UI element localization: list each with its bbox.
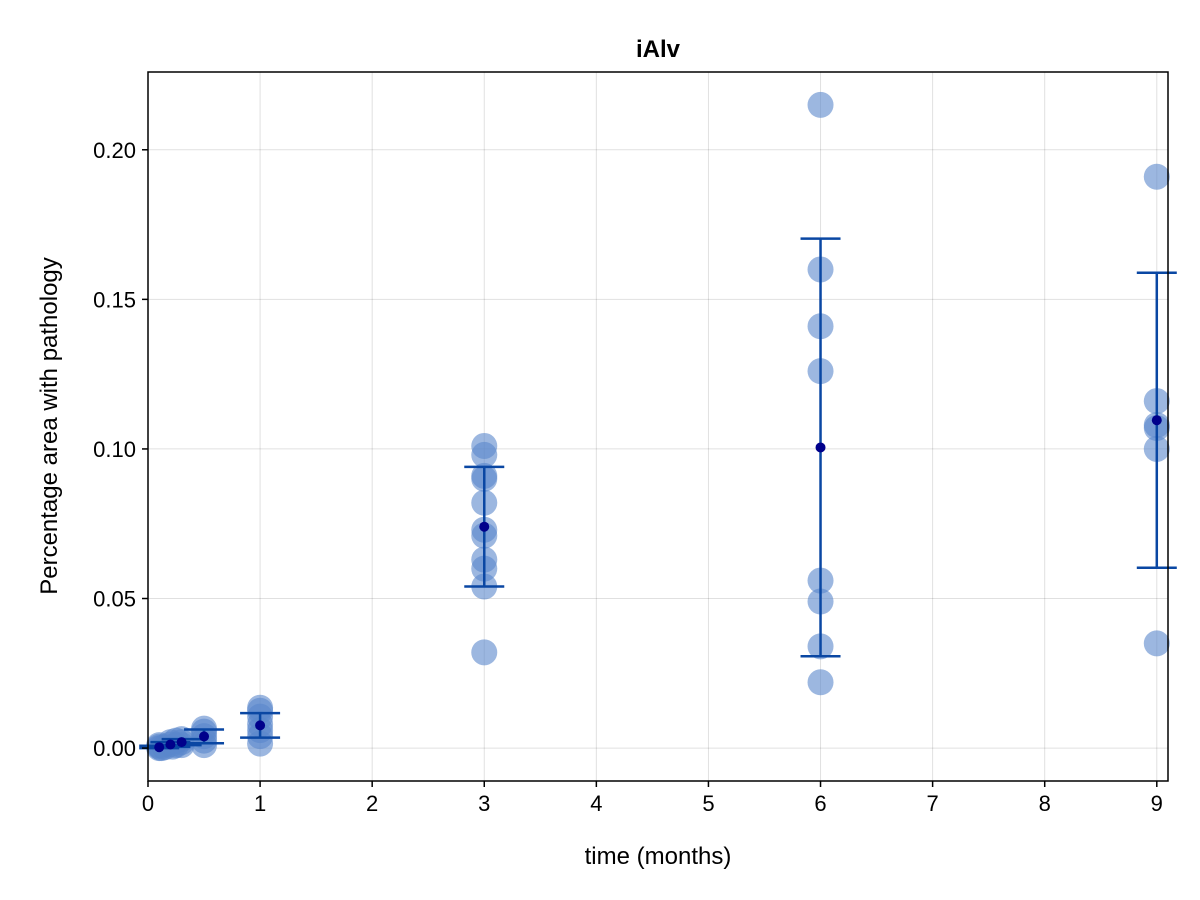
x-tick-label: 1: [254, 791, 266, 816]
mean-marker: [255, 720, 266, 731]
data-point: [471, 432, 498, 459]
x-tick-label: 7: [926, 791, 938, 816]
grid-lines: [147, 72, 1168, 781]
y-axis-label: Percentage area with pathology: [36, 257, 63, 595]
x-tick-label: 8: [1039, 791, 1051, 816]
x-tick-label: 9: [1151, 791, 1163, 816]
data-point: [1143, 163, 1170, 190]
x-axis-ticks: 0 1 2 3 4 5 6 7 8 9: [142, 781, 1163, 816]
y-tick-label: 0.20: [93, 138, 136, 163]
mean-markers: [154, 415, 1162, 753]
y-axis-ticks: 0.00 0.05 0.10 0.15 0.20: [93, 138, 148, 761]
x-tick-label: 6: [814, 791, 826, 816]
data-point: [471, 639, 498, 666]
mean-marker: [154, 742, 165, 753]
mean-marker: [479, 521, 490, 532]
x-tick-label: 2: [366, 791, 378, 816]
mean-marker: [1151, 415, 1162, 426]
data-point: [807, 669, 834, 696]
x-tick-label: 4: [590, 791, 602, 816]
y-tick-label: 0.15: [93, 287, 136, 312]
y-tick-label: 0.00: [93, 736, 136, 761]
data-point: [1143, 630, 1170, 657]
mean-marker: [165, 739, 176, 750]
mean-marker: [815, 442, 826, 453]
x-tick-label: 3: [478, 791, 490, 816]
y-tick-label: 0.05: [93, 587, 136, 612]
y-tick-label: 0.10: [93, 437, 136, 462]
x-tick-label: 0: [142, 791, 154, 816]
chart-title: iAlv: [636, 36, 681, 63]
data-point: [807, 91, 834, 118]
x-tick-label: 5: [702, 791, 714, 816]
mean-marker: [176, 737, 187, 748]
plot-area-frame: [147, 71, 1169, 782]
x-axis-label: time (months): [585, 843, 732, 870]
mean-marker: [199, 731, 210, 742]
